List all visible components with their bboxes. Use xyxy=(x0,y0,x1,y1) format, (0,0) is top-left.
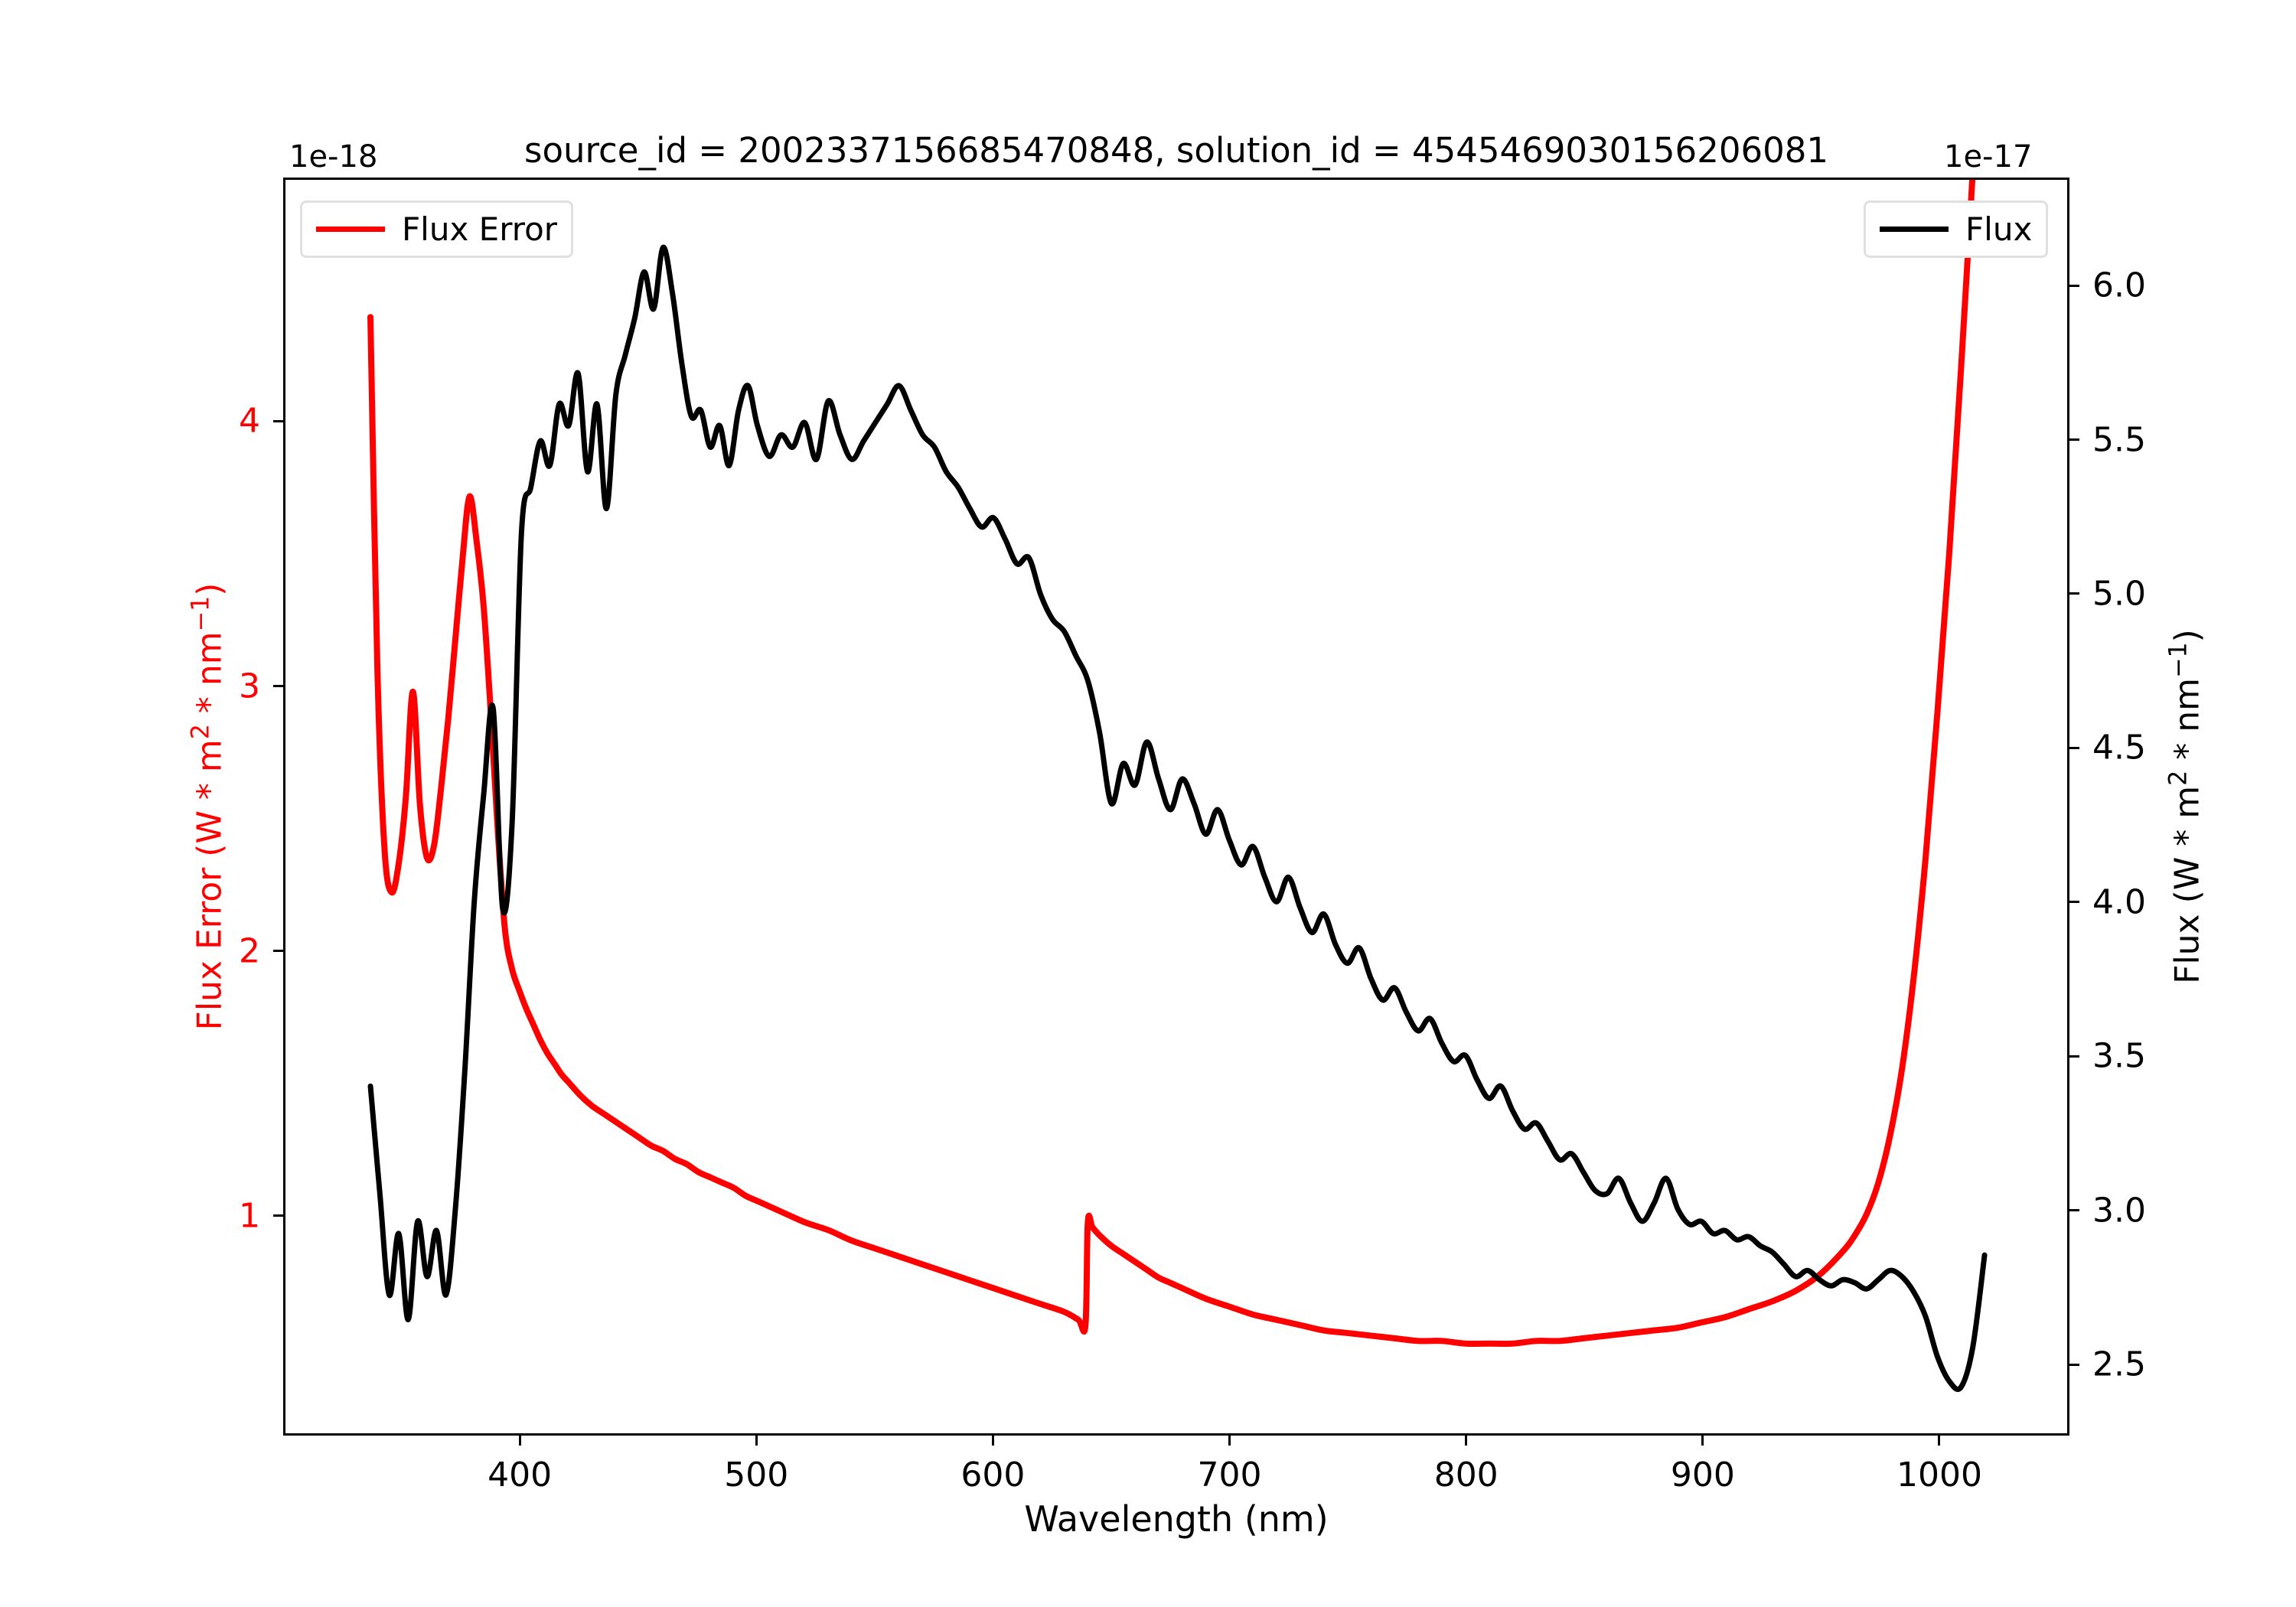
right-axis-offset-text: 1e-17 xyxy=(1944,139,2033,174)
page-title: source_id = 2002337156685470848, solutio… xyxy=(524,130,1828,171)
x-axis-tick-label: 800 xyxy=(1433,1455,1499,1495)
legend-line-swatch-black xyxy=(1880,227,1949,232)
left-axis-tick-mark xyxy=(273,685,283,688)
legend-label-flux: Flux xyxy=(1965,210,2033,248)
left-axis-tick-label: 2 xyxy=(239,931,260,971)
x-axis-tick-label: 500 xyxy=(724,1455,789,1495)
right-axis-tick-mark xyxy=(2069,746,2079,749)
chart-canvas xyxy=(367,180,1988,1393)
x-axis-tick-label: 400 xyxy=(488,1455,553,1495)
right-axis-tick-label: 6.0 xyxy=(2092,266,2146,305)
right-axis-tick-label: 5.5 xyxy=(2092,420,2146,459)
right-y-axis-label: Flux (W * m2 * nm−1) xyxy=(2164,629,2207,984)
series-line-flux-error xyxy=(367,180,1976,1347)
series-line-flux xyxy=(367,244,1988,1393)
x-axis-tick-mark xyxy=(1228,1436,1231,1446)
left-y-axis-label: Flux Error (W * m2 * nm−1) xyxy=(187,582,230,1031)
right-axis-tick-label: 4.5 xyxy=(2092,728,2146,768)
right-axis-tick-label: 2.5 xyxy=(2092,1345,2146,1384)
left-axis-tick-label: 1 xyxy=(239,1196,260,1236)
left-axis-offset-text: 1e-18 xyxy=(289,139,378,174)
left-axis-tick-mark xyxy=(273,419,283,422)
x-axis-tick-mark xyxy=(755,1436,758,1446)
x-axis-tick-mark xyxy=(518,1436,521,1446)
left-axis-tick-mark xyxy=(273,1214,283,1217)
right-axis-tick-mark xyxy=(2069,284,2079,287)
right-axis-tick-mark xyxy=(2069,901,2079,904)
x-axis-tick-label: 600 xyxy=(960,1455,1026,1495)
x-axis-tick-label: 700 xyxy=(1197,1455,1262,1495)
left-axis-tick-label: 4 xyxy=(239,401,260,441)
right-axis-tick-label: 4.0 xyxy=(2092,882,2146,922)
right-axis-tick-mark xyxy=(2069,1209,2079,1212)
right-axis-tick-label: 3.5 xyxy=(2092,1036,2146,1076)
left-axis-tick-mark xyxy=(273,950,283,953)
right-axis-tick-label: 5.0 xyxy=(2092,574,2146,614)
x-axis-tick-label: 1000 xyxy=(1896,1455,1982,1495)
plot-area xyxy=(283,178,2069,1436)
x-axis-tick-mark xyxy=(1701,1436,1704,1446)
left-axis-tick-label: 3 xyxy=(239,667,260,706)
legend-line-swatch-red xyxy=(316,227,385,232)
legend-flux[interactable]: Flux xyxy=(1864,200,2049,258)
right-axis-tick-mark xyxy=(2069,438,2079,441)
right-axis-tick-mark xyxy=(2069,1363,2079,1366)
x-axis-tick-label: 900 xyxy=(1670,1455,1735,1495)
x-axis-label: Wavelength (nm) xyxy=(1024,1498,1329,1540)
right-axis-tick-label: 3.0 xyxy=(2092,1191,2146,1231)
x-axis-tick-mark xyxy=(991,1436,994,1446)
right-axis-tick-mark xyxy=(2069,1054,2079,1058)
x-axis-tick-mark xyxy=(1938,1436,1941,1446)
x-axis-tick-mark xyxy=(1465,1436,1468,1446)
right-axis-tick-mark xyxy=(2069,592,2079,595)
legend-flux-error[interactable]: Flux Error xyxy=(300,200,574,258)
legend-label-flux-error: Flux Error xyxy=(402,210,558,248)
